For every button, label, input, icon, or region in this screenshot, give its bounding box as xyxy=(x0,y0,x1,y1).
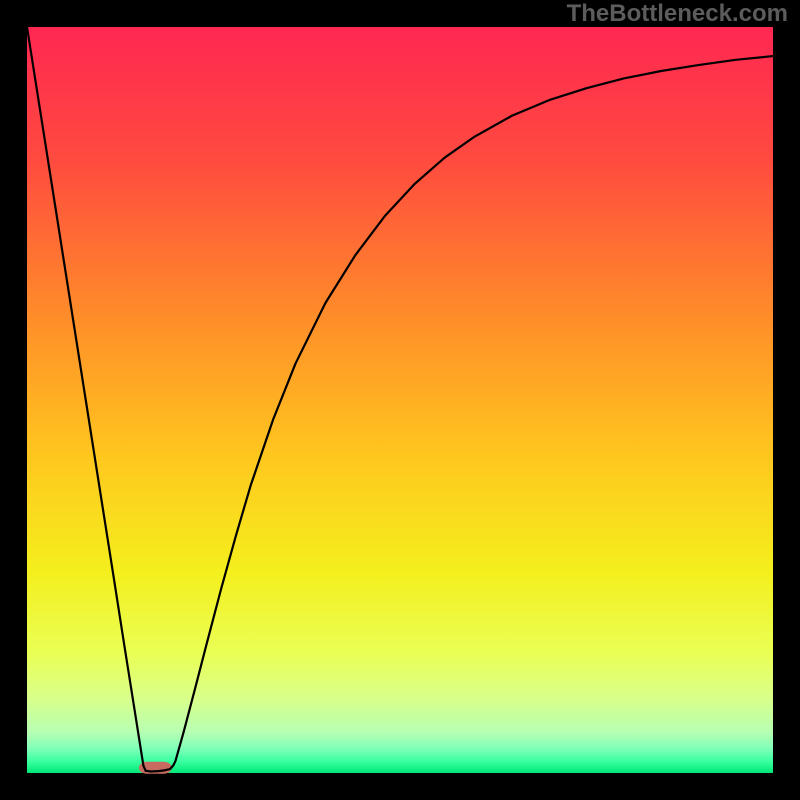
chart-svg xyxy=(0,0,800,800)
chart-root: TheBottleneck.com xyxy=(0,0,800,800)
plot-background-gradient xyxy=(27,27,773,773)
watermark-text: TheBottleneck.com xyxy=(567,0,788,28)
